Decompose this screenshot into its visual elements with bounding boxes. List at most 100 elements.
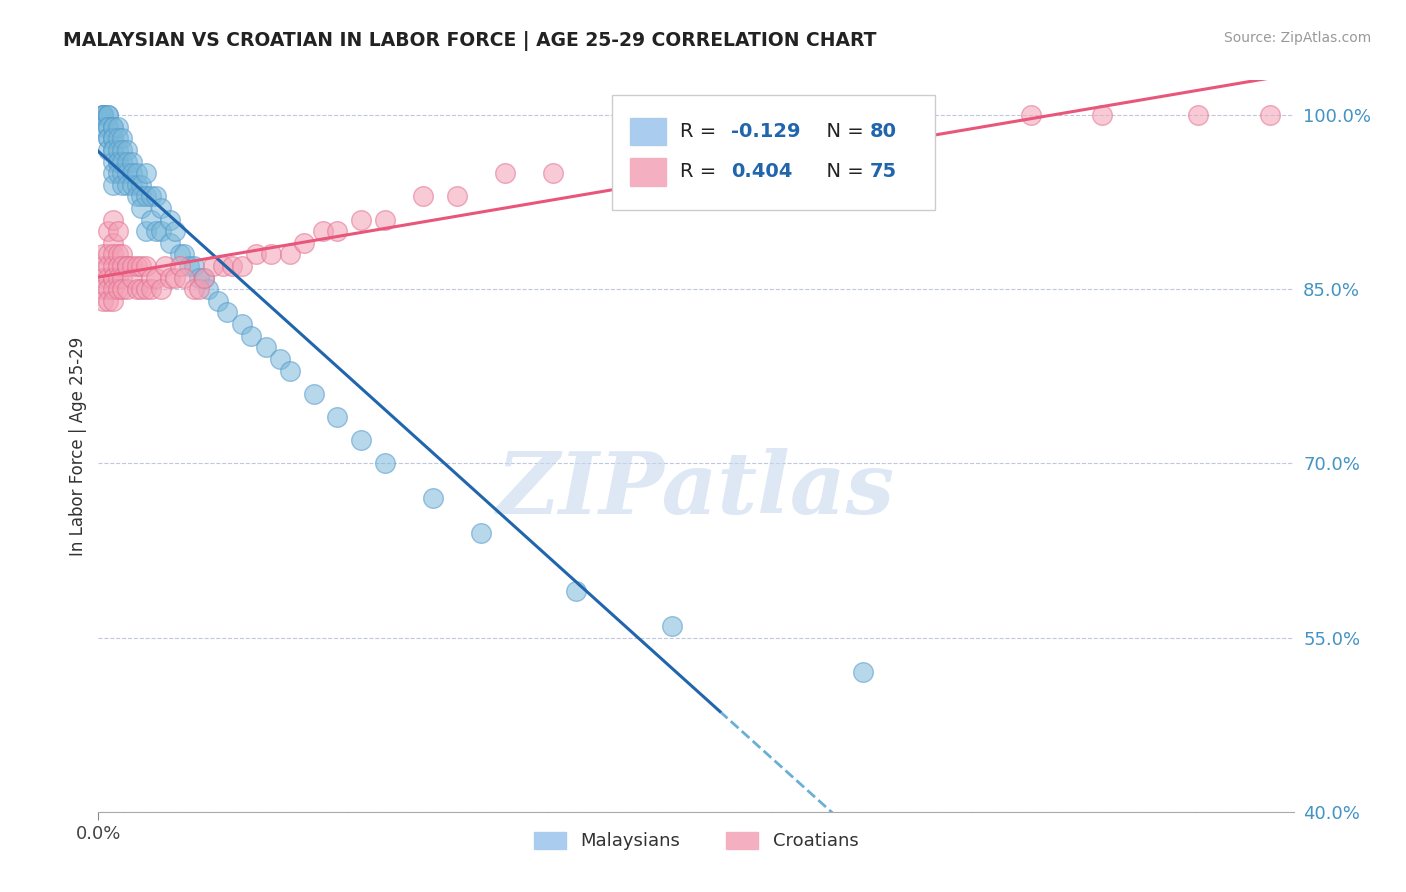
Point bbox=[97, 131, 120, 145]
Point bbox=[326, 409, 349, 424]
Point bbox=[374, 457, 396, 471]
Point bbox=[101, 178, 124, 192]
Point bbox=[101, 166, 124, 180]
Point bbox=[135, 282, 157, 296]
Point bbox=[173, 247, 195, 261]
Point bbox=[101, 270, 124, 285]
Point bbox=[446, 189, 468, 203]
Point bbox=[135, 189, 157, 203]
Point bbox=[149, 282, 172, 296]
Point bbox=[269, 351, 291, 366]
Point bbox=[217, 305, 239, 319]
Point bbox=[131, 282, 153, 296]
Text: 75: 75 bbox=[869, 162, 897, 181]
Point bbox=[231, 317, 253, 331]
Point bbox=[350, 212, 373, 227]
Point bbox=[159, 235, 181, 250]
Text: Source: ZipAtlas.com: Source: ZipAtlas.com bbox=[1223, 31, 1371, 45]
Point bbox=[101, 131, 124, 145]
Point bbox=[91, 120, 114, 134]
Point bbox=[107, 120, 129, 134]
Point bbox=[193, 270, 215, 285]
Point bbox=[101, 282, 124, 296]
Point bbox=[149, 201, 172, 215]
Point bbox=[107, 154, 129, 169]
Point bbox=[97, 293, 120, 308]
Point bbox=[111, 154, 134, 169]
Point bbox=[302, 386, 325, 401]
FancyBboxPatch shape bbox=[613, 95, 935, 211]
Text: N =: N = bbox=[814, 122, 870, 141]
Point bbox=[91, 108, 114, 122]
Point bbox=[159, 212, 181, 227]
Point bbox=[231, 259, 253, 273]
Y-axis label: In Labor Force | Age 25-29: In Labor Force | Age 25-29 bbox=[69, 336, 87, 556]
Point bbox=[292, 235, 315, 250]
Point bbox=[115, 154, 138, 169]
Point bbox=[101, 212, 124, 227]
Point bbox=[97, 247, 120, 261]
Point bbox=[91, 108, 114, 122]
Point bbox=[101, 259, 124, 273]
Point bbox=[125, 166, 148, 180]
Point bbox=[183, 259, 205, 273]
Point bbox=[125, 189, 148, 203]
Point bbox=[111, 143, 134, 157]
Point bbox=[101, 270, 124, 285]
Point bbox=[107, 143, 129, 157]
Text: ZIPatlas: ZIPatlas bbox=[496, 448, 896, 532]
Point bbox=[91, 108, 114, 122]
Text: MALAYSIAN VS CROATIAN IN LABOR FORCE | AGE 25-29 CORRELATION CHART: MALAYSIAN VS CROATIAN IN LABOR FORCE | A… bbox=[63, 31, 877, 51]
Text: N =: N = bbox=[814, 162, 870, 181]
Point bbox=[107, 270, 129, 285]
Point bbox=[278, 363, 301, 377]
Point bbox=[131, 178, 153, 192]
Point bbox=[900, 120, 922, 134]
Point bbox=[101, 120, 124, 134]
Point bbox=[278, 247, 301, 261]
Point bbox=[101, 143, 124, 157]
Point bbox=[121, 178, 143, 192]
Point bbox=[1019, 108, 1042, 122]
Point bbox=[312, 224, 335, 238]
Point bbox=[97, 143, 120, 157]
Point bbox=[145, 224, 167, 238]
Point bbox=[159, 270, 181, 285]
Point bbox=[145, 189, 167, 203]
Point bbox=[111, 270, 134, 285]
Point bbox=[101, 235, 124, 250]
Point bbox=[115, 178, 138, 192]
Point bbox=[145, 270, 167, 285]
Point bbox=[107, 154, 129, 169]
Point bbox=[101, 120, 124, 134]
Point bbox=[91, 282, 114, 296]
Point bbox=[221, 259, 243, 273]
FancyBboxPatch shape bbox=[630, 118, 666, 145]
Point bbox=[1187, 108, 1209, 122]
Point bbox=[121, 259, 143, 273]
Point bbox=[197, 282, 219, 296]
Point bbox=[169, 259, 191, 273]
Point bbox=[1091, 108, 1114, 122]
Point bbox=[135, 259, 157, 273]
Point bbox=[163, 224, 186, 238]
Point bbox=[245, 247, 267, 261]
Point bbox=[155, 259, 177, 273]
Point bbox=[163, 270, 186, 285]
Point bbox=[91, 247, 114, 261]
Point bbox=[115, 166, 138, 180]
Point bbox=[131, 189, 153, 203]
Point bbox=[125, 259, 148, 273]
Point bbox=[101, 247, 124, 261]
Point bbox=[111, 178, 134, 192]
Point bbox=[121, 154, 143, 169]
Point bbox=[350, 433, 373, 447]
Point bbox=[139, 189, 162, 203]
Point bbox=[139, 270, 162, 285]
Point bbox=[107, 131, 129, 145]
Point bbox=[121, 270, 143, 285]
Point bbox=[97, 120, 120, 134]
Text: 80: 80 bbox=[869, 122, 896, 141]
Point bbox=[101, 293, 124, 308]
Point bbox=[107, 247, 129, 261]
